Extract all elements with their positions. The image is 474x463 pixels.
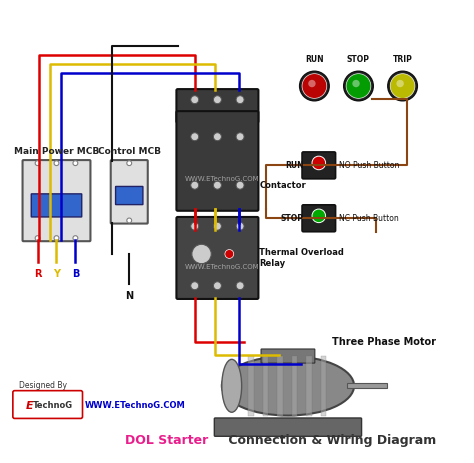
FancyBboxPatch shape	[214, 418, 362, 436]
Circle shape	[213, 96, 221, 104]
Text: B: B	[72, 269, 79, 279]
Bar	[277, 356, 283, 416]
Text: NC Push Button: NC Push Button	[338, 214, 399, 223]
Text: TechnoG: TechnoG	[33, 401, 73, 410]
FancyBboxPatch shape	[176, 217, 258, 299]
Text: NO Push Button: NO Push Button	[338, 161, 399, 170]
Bar	[307, 356, 312, 416]
Circle shape	[73, 161, 78, 166]
Text: Control MCB: Control MCB	[98, 147, 161, 156]
Bar	[347, 383, 387, 388]
Circle shape	[191, 113, 199, 121]
Text: Three Phase Motor: Three Phase Motor	[332, 337, 436, 347]
FancyBboxPatch shape	[261, 349, 315, 363]
Circle shape	[312, 156, 326, 170]
FancyBboxPatch shape	[116, 187, 143, 205]
Circle shape	[73, 236, 78, 241]
Circle shape	[236, 282, 244, 290]
Circle shape	[192, 244, 211, 264]
Circle shape	[225, 250, 234, 258]
Circle shape	[236, 222, 244, 230]
Circle shape	[302, 74, 327, 98]
Circle shape	[191, 282, 199, 290]
FancyBboxPatch shape	[31, 194, 82, 217]
Text: WWW.ETechnoG.COM: WWW.ETechnoG.COM	[184, 264, 259, 270]
FancyBboxPatch shape	[176, 89, 258, 123]
Text: WWW.ETechnoG.COM: WWW.ETechnoG.COM	[85, 401, 186, 410]
Circle shape	[390, 74, 415, 98]
Circle shape	[344, 71, 374, 101]
Circle shape	[236, 181, 244, 189]
Circle shape	[300, 71, 329, 101]
Text: WWW.ETechnoG.COM: WWW.ETechnoG.COM	[184, 175, 259, 181]
Circle shape	[213, 222, 221, 230]
Circle shape	[396, 80, 404, 87]
Circle shape	[213, 181, 221, 189]
Circle shape	[213, 113, 221, 121]
Bar	[263, 356, 268, 416]
Text: STOP: STOP	[347, 55, 370, 64]
Circle shape	[236, 113, 244, 121]
Text: Thermal Overload
Relay: Thermal Overload Relay	[259, 248, 344, 268]
Text: TRIP: TRIP	[392, 55, 412, 64]
Circle shape	[236, 96, 244, 104]
Text: Contactor: Contactor	[259, 181, 306, 190]
FancyBboxPatch shape	[176, 111, 258, 211]
Circle shape	[191, 181, 199, 189]
Circle shape	[213, 282, 221, 290]
Circle shape	[127, 161, 132, 166]
Bar	[292, 356, 297, 416]
Circle shape	[308, 80, 316, 87]
Text: E: E	[26, 400, 33, 411]
FancyBboxPatch shape	[23, 160, 91, 241]
Text: RUN: RUN	[285, 161, 303, 170]
Circle shape	[35, 161, 40, 166]
Circle shape	[191, 133, 199, 141]
Text: Designed By: Designed By	[19, 382, 67, 390]
Text: RUN: RUN	[305, 55, 324, 64]
Circle shape	[54, 236, 59, 241]
Ellipse shape	[222, 359, 242, 412]
FancyBboxPatch shape	[13, 391, 82, 419]
Text: N: N	[125, 291, 133, 301]
Circle shape	[191, 96, 199, 104]
Circle shape	[236, 133, 244, 141]
Circle shape	[312, 209, 326, 223]
Circle shape	[127, 218, 132, 223]
Text: R: R	[34, 269, 41, 279]
Text: Main Power MCB: Main Power MCB	[14, 147, 99, 156]
Text: Connection & Wiring Diagram: Connection & Wiring Diagram	[224, 434, 436, 447]
Circle shape	[346, 74, 371, 98]
Text: Y: Y	[53, 269, 60, 279]
Circle shape	[191, 222, 199, 230]
Bar	[321, 356, 326, 416]
Text: DOL Starter: DOL Starter	[125, 434, 208, 447]
Circle shape	[54, 161, 59, 166]
Circle shape	[352, 80, 360, 87]
Circle shape	[35, 236, 40, 241]
Circle shape	[213, 133, 221, 141]
Text: STOP: STOP	[281, 214, 303, 223]
FancyBboxPatch shape	[302, 205, 336, 232]
Ellipse shape	[222, 356, 354, 416]
FancyBboxPatch shape	[302, 152, 336, 179]
Bar	[248, 356, 254, 416]
FancyBboxPatch shape	[111, 160, 148, 224]
Circle shape	[388, 71, 418, 101]
